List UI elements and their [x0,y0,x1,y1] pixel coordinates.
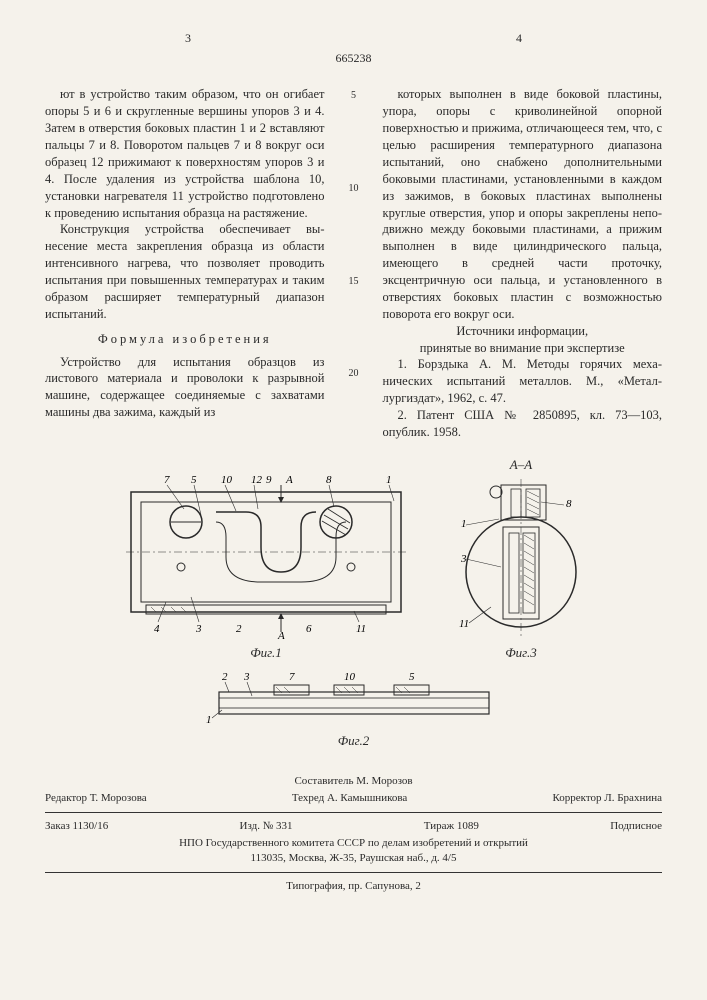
left-p2: Конструкция устройства обеспечивает вы­н… [45,221,325,322]
col-left-num: 3 [185,30,191,46]
svg-text:10: 10 [221,474,233,486]
svg-text:11: 11 [356,623,366,635]
figure-1: 7 5 10 12 9 A 8 1 4 3 A 2 6 11 [106,467,426,662]
footer: Составитель М. Морозов Редактор Т. Мороз… [45,774,662,893]
footer-print-info: Заказ 1130/16 Изд. № 331 Тираж 1089 Подп… [45,819,662,834]
svg-text:11: 11 [459,618,469,630]
sources-title: Источники информации, принятые во вниман… [383,323,663,357]
footer-divider [45,812,662,813]
section-label: A–A [441,456,601,474]
corrector: Корректор Л. Брахнина [553,791,662,806]
tirazh: Тираж 1089 [424,819,479,834]
svg-text:1: 1 [206,714,212,726]
fig2-svg: 2 3 7 10 5 1 [194,670,514,730]
svg-text:4: 4 [154,623,160,635]
figures-area: 7 5 10 12 9 A 8 1 4 3 A 2 6 11 [45,456,662,750]
left-p3: Устройство для испытания образцов из лис… [45,354,325,422]
svg-text:1: 1 [386,474,392,486]
footer-divider-2 [45,872,662,873]
svg-text:10: 10 [344,671,356,683]
svg-text:1: 1 [461,518,467,530]
svg-text:5: 5 [191,474,197,486]
org: НПО Государственного комитета СССР по де… [45,836,662,851]
svg-text:3: 3 [460,553,467,565]
figure-3: A–A [441,456,601,662]
izd: Изд. № 331 [240,819,293,834]
typography: Типография, пр. Сапунова, 2 [45,879,662,894]
column-numbers: 3 4 [45,30,662,46]
composer: Составитель М. Морозов [45,774,662,789]
svg-text:3: 3 [195,623,202,635]
line-num: 20 [345,367,363,381]
line-num: 15 [345,275,363,289]
svg-text:3: 3 [243,671,250,683]
fig2-caption: Фиг.2 [194,732,514,750]
svg-text:A: A [285,474,293,486]
line-num: 10 [345,182,363,196]
left-column: ют в устройство таким образом, что он ог… [45,86,325,440]
formula-title: Формула изобретения [45,331,325,348]
svg-text:6: 6 [306,623,312,635]
left-p1: ют в устройство таким образом, что он ог… [45,86,325,221]
svg-text:7: 7 [289,671,295,683]
fig1-caption: Фиг.1 [106,644,426,662]
figure-2: 2 3 7 10 5 1 Фиг.2 [194,670,514,750]
footer-credits: Редактор Т. Морозова Техред А. Камышнико… [45,791,662,806]
fig3-svg: 1 8 3 11 [441,477,601,642]
svg-text:2: 2 [222,671,228,683]
text-columns: ют в устройство таким образом, что он ог… [45,86,662,440]
svg-text:12: 12 [251,474,263,486]
order: Заказ 1130/16 [45,819,108,834]
techred: Техред А. Камышникова [292,791,407,806]
address: 113035, Москва, Ж-35, Раушская наб., д. … [45,851,662,866]
right-column: которых выполнен в виде боковой пласти­н… [383,86,663,440]
fig1-svg: 7 5 10 12 9 A 8 1 4 3 A 2 6 11 [106,467,426,642]
fig3-caption: Фиг.3 [441,644,601,662]
svg-text:A: A [277,630,285,642]
col-right-num: 4 [516,30,522,46]
source-2: 2. Патент США № 2850895, кл. 73—103, опу… [383,407,663,441]
right-p1: которых выполнен в виде боковой пласти­н… [383,86,663,322]
document-number: 665238 [45,50,662,66]
svg-text:8: 8 [566,498,572,510]
svg-text:9: 9 [266,474,272,486]
svg-text:5: 5 [409,671,415,683]
source-1: 1. Борздыка А. М. Методы горячих меха­ни… [383,356,663,407]
editor: Редактор Т. Морозова [45,791,147,806]
podpisnoe: Подписное [610,819,662,834]
page-header: 3 4 665238 [45,30,662,66]
svg-text:7: 7 [164,474,170,486]
line-num: 5 [345,89,363,103]
line-numbers: 5 10 15 20 [345,86,363,440]
figure-row-1: 7 5 10 12 9 A 8 1 4 3 A 2 6 11 [45,456,662,662]
svg-text:8: 8 [326,474,332,486]
svg-text:2: 2 [236,623,242,635]
